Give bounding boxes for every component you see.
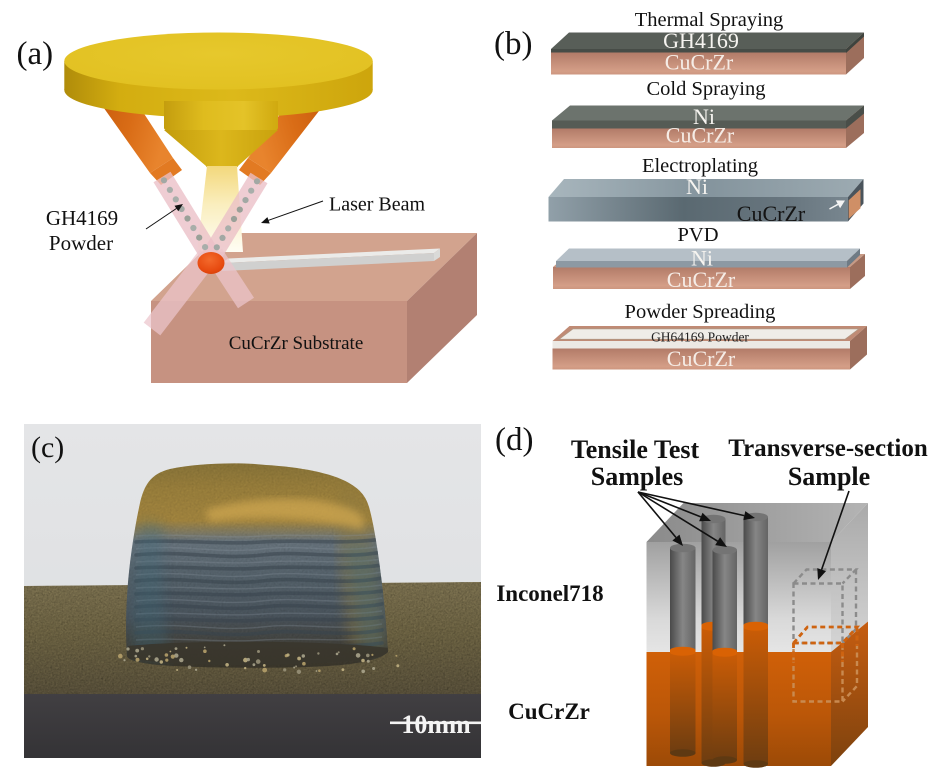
svg-text:Cold Spraying: Cold Spraying	[646, 78, 765, 100]
svg-text:Tensile Test: Tensile Test	[571, 435, 700, 464]
svg-text:CuCrZr Substrate: CuCrZr Substrate	[229, 333, 364, 354]
svg-text:Powder: Powder	[49, 231, 113, 255]
svg-text:Ni: Ni	[691, 246, 713, 271]
svg-text:(c): (c)	[31, 431, 64, 464]
svg-text:CuCrZr: CuCrZr	[667, 267, 736, 292]
svg-text:PVD: PVD	[677, 224, 718, 246]
svg-text:Transverse-section: Transverse-section	[728, 435, 928, 462]
svg-text:Ni: Ni	[693, 104, 715, 129]
svg-text:CuCrZr: CuCrZr	[665, 50, 734, 75]
svg-text:10mm: 10mm	[401, 710, 471, 739]
svg-text:Laser Beam: Laser Beam	[329, 194, 426, 216]
svg-text:Samples: Samples	[591, 462, 683, 491]
svg-text:Powder Spreading: Powder Spreading	[625, 301, 776, 323]
svg-text:Sample: Sample	[788, 462, 870, 491]
svg-text:Thermal Spraying: Thermal Spraying	[635, 9, 784, 31]
svg-text:Ni: Ni	[686, 174, 708, 199]
svg-text:CuCrZr: CuCrZr	[737, 201, 806, 226]
svg-text:GH4169: GH4169	[663, 28, 739, 53]
svg-text:GH64169 Powder: GH64169 Powder	[651, 330, 749, 345]
svg-text:(d): (d)	[495, 422, 533, 458]
svg-text:CuCrZr: CuCrZr	[667, 346, 736, 371]
svg-text:(a): (a)	[17, 36, 54, 72]
svg-text:CuCrZr: CuCrZr	[508, 699, 590, 724]
svg-text:Inconel718: Inconel718	[496, 581, 603, 606]
svg-text:Electroplating: Electroplating	[642, 155, 758, 177]
svg-text:CuCrZr: CuCrZr	[666, 123, 735, 148]
svg-text:(b): (b)	[494, 26, 532, 62]
svg-text:GH4169: GH4169	[46, 206, 118, 230]
